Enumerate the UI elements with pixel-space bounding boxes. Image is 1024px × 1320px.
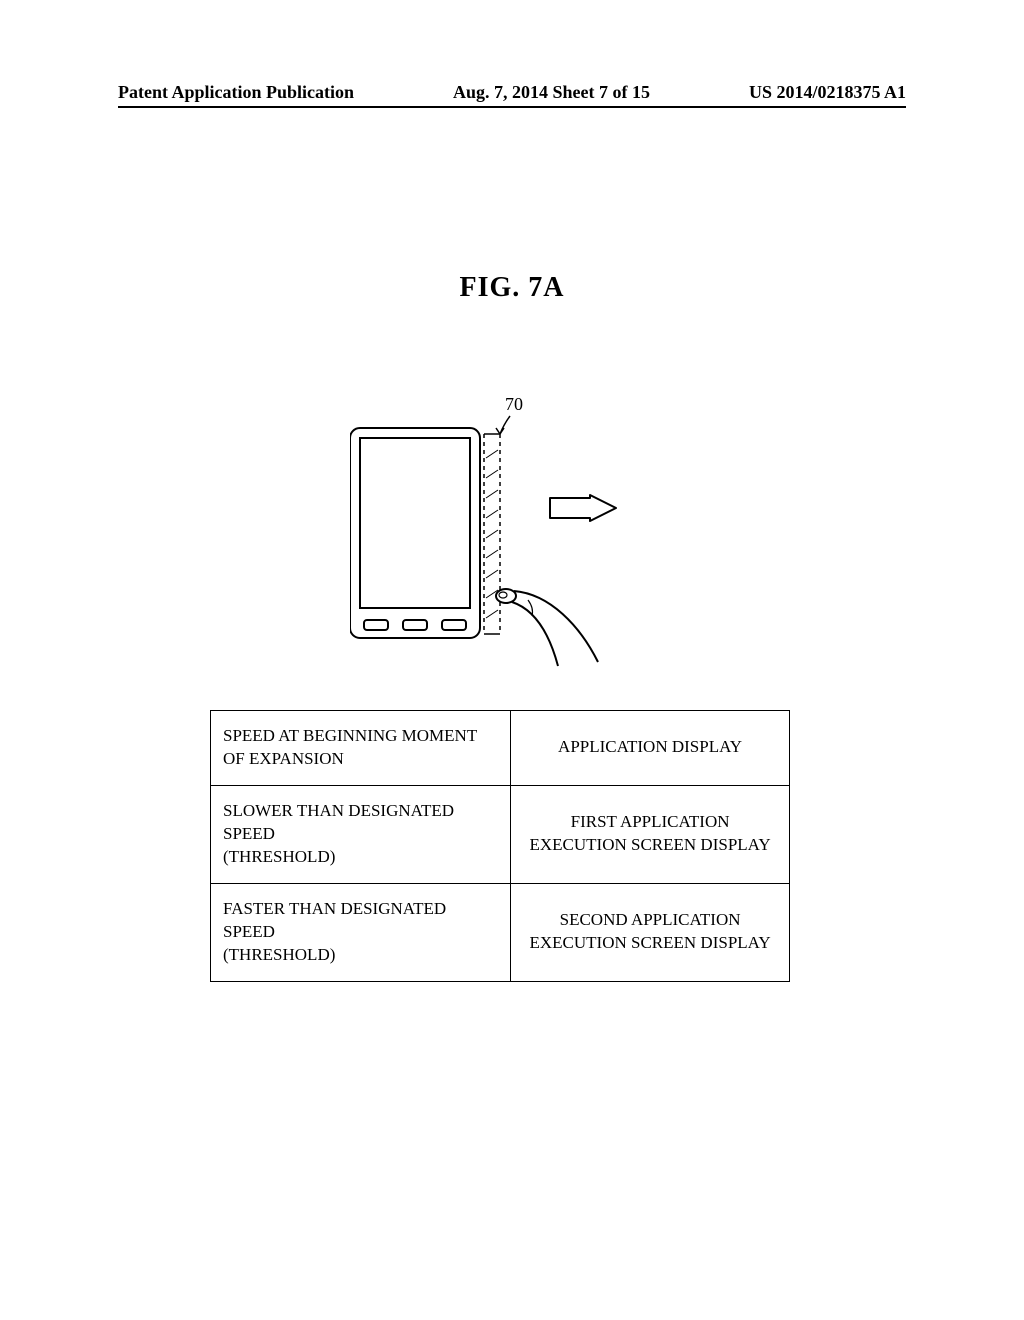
speed-table-element: SPEED AT BEGINNING MOMENT OF EXPANSION A… xyxy=(210,710,790,982)
header-center: Aug. 7, 2014 Sheet 7 of 15 xyxy=(453,82,650,103)
cell-first-app: FIRST APPLICATION EXECUTION SCREEN DISPL… xyxy=(511,785,790,883)
figure-diagram: 70 xyxy=(350,398,670,678)
table-header-row: SPEED AT BEGINNING MOMENT OF EXPANSION A… xyxy=(211,711,790,786)
header-cell-display: APPLICATION DISPLAY xyxy=(511,711,790,786)
header-left: Patent Application Publication xyxy=(118,82,354,103)
cell-second-app: SECOND APPLICATION EXECUTION SCREEN DISP… xyxy=(511,883,790,981)
cell-slower-speed: SLOWER THAN DESIGNATED SPEED (THRESHOLD) xyxy=(211,785,511,883)
speed-table: SPEED AT BEGINNING MOMENT OF EXPANSION A… xyxy=(210,710,790,982)
ref-label-70: 70 xyxy=(505,398,523,414)
cell-faster-speed: FASTER THAN DESIGNATED SPEED (THRESHOLD) xyxy=(211,883,511,981)
page: Patent Application Publication Aug. 7, 2… xyxy=(0,0,1024,1320)
figure-title: FIG. 7A xyxy=(0,272,1024,304)
table-row: FASTER THAN DESIGNATED SPEED (THRESHOLD)… xyxy=(211,883,790,981)
header-right: US 2014/0218375 A1 xyxy=(749,82,906,103)
table-row: SLOWER THAN DESIGNATED SPEED (THRESHOLD)… xyxy=(211,785,790,883)
header-cell-speed: SPEED AT BEGINNING MOMENT OF EXPANSION xyxy=(211,711,511,786)
header-rule xyxy=(118,106,906,108)
diagram-svg: 70 xyxy=(350,398,670,678)
